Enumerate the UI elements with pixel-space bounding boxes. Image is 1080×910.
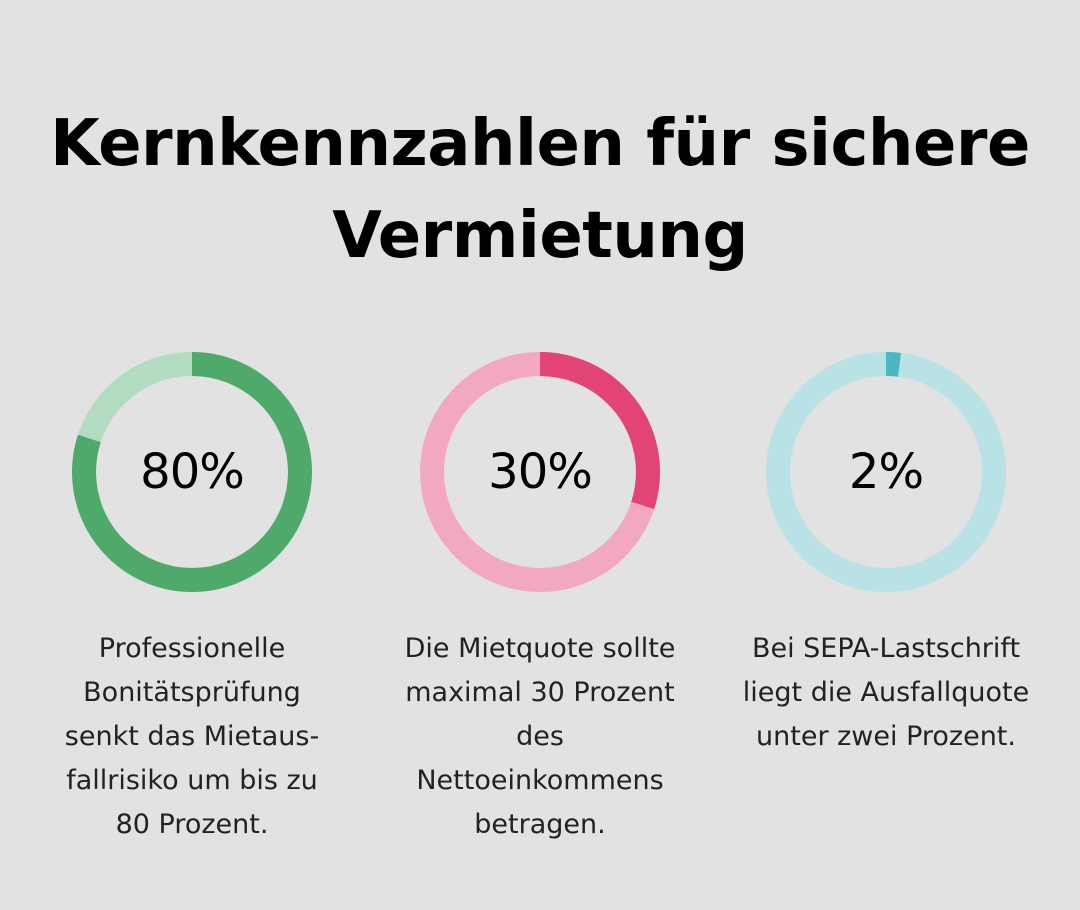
caption-line: Bei SEPA-Lastschrift (751, 633, 1021, 664)
caption-line: Die Mietquote sollte (404, 633, 676, 664)
donut-value-80: 80% (140, 444, 245, 500)
metric-caption-80: Professionelle Bonitätsprüfung senkt das… (27, 627, 357, 847)
caption-line: liegt die Ausfallquote (742, 677, 1030, 708)
metric-caption-2: Bei SEPA-Lastschrift liegt die Ausfallqu… (721, 627, 1051, 759)
caption-line: Nettoeinkommens (416, 765, 664, 796)
caption-line: fallrisiko um bis zu (66, 765, 318, 796)
caption-line: betragen. (474, 809, 606, 840)
caption-line: unter zwei Prozent. (756, 721, 1016, 752)
donut-arc-30 (420, 352, 660, 592)
donut-chart-30 (420, 352, 660, 592)
caption-line: 80 Prozent. (115, 809, 269, 840)
page-title-line-1: Kernkennzahlen für sichere (50, 107, 1030, 181)
page-title-line-2: Vermietung (332, 199, 748, 273)
donut-arc-80 (72, 352, 312, 592)
caption-line: senkt das Mietaus- (64, 721, 320, 752)
donut-chart-2 (766, 352, 1006, 592)
metric-caption-30: Die Mietquote sollte maximal 30 Prozent … (375, 627, 705, 847)
caption-line: des (516, 721, 564, 752)
caption-line: maximal 30 Prozent (405, 677, 675, 708)
caption-line: Bonitätsprüfung (83, 677, 301, 708)
page-title: Kernkennzahlen für sichere Vermietung (0, 98, 1080, 282)
donut-arc-2 (766, 352, 1006, 592)
donut-value-2: 2% (848, 444, 924, 500)
caption-line: Professionelle (98, 633, 286, 664)
donut-chart-80 (72, 352, 312, 592)
donut-value-30: 30% (488, 444, 593, 500)
